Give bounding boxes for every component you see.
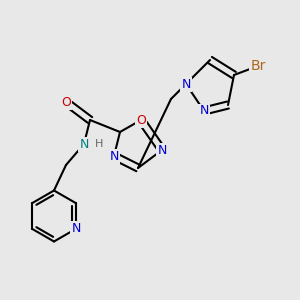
Text: Br: Br xyxy=(250,59,266,73)
Text: N: N xyxy=(181,77,191,91)
Text: O: O xyxy=(61,95,71,109)
Text: N: N xyxy=(71,222,81,235)
Text: N: N xyxy=(157,143,167,157)
Text: N: N xyxy=(79,137,89,151)
Text: N: N xyxy=(199,104,209,118)
Text: H: H xyxy=(95,139,103,149)
Text: N: N xyxy=(109,149,119,163)
Text: O: O xyxy=(136,113,146,127)
